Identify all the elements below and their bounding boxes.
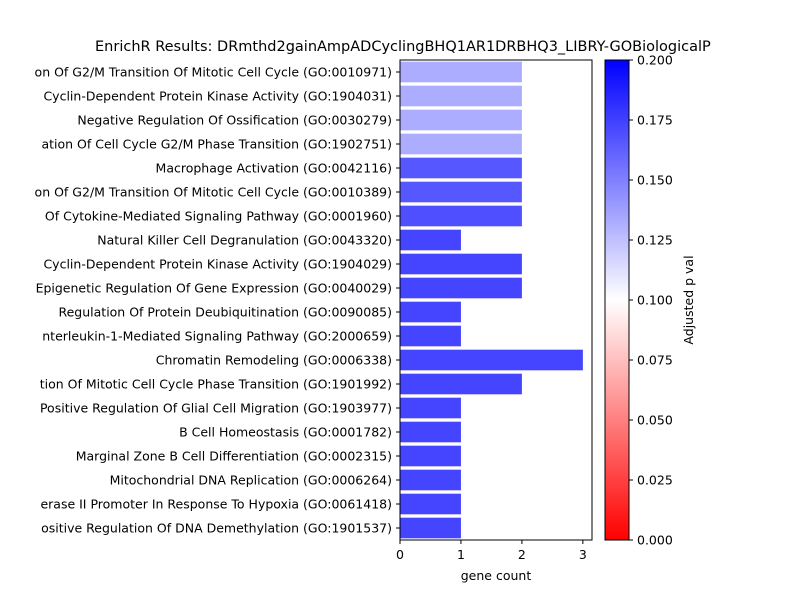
- category-label: Of Cytokine-Mediated Signaling Pathway (…: [45, 209, 392, 224]
- bar: [400, 109, 522, 131]
- category-label: Positive Regulation Of Glial Cell Migrat…: [40, 401, 392, 416]
- x-axis-label: gene count: [461, 568, 532, 583]
- bar: [400, 229, 461, 251]
- category-label: Macrophage Activation (GO:0042116): [156, 161, 392, 176]
- category-label: erase II Promoter In Response To Hypoxia…: [40, 497, 392, 512]
- bar: [400, 61, 522, 83]
- colorbar-ticks: 0.000 0.025 0.050 0.075 0.100 0.125 0.150 0.175…: [629, 53, 673, 548]
- bar: [400, 517, 461, 539]
- bar: [400, 205, 522, 227]
- category-label: Mitochondrial DNA Replication (GO:000626…: [110, 473, 392, 488]
- colorbar-tick-label: 0.125: [637, 233, 673, 248]
- colorbar-tick-label: 0.150: [637, 173, 673, 188]
- category-label: Natural Killer Cell Degranulation (GO:00…: [97, 233, 392, 248]
- x-tick-label: 3: [579, 547, 587, 562]
- category-label: Marginal Zone B Cell Differentiation (GO…: [76, 449, 392, 464]
- bar: [400, 253, 522, 275]
- bar-group: [400, 61, 583, 539]
- bar: [400, 445, 461, 467]
- colorbar-tick-label: 0.075: [637, 353, 673, 368]
- category-label: Cyclin-Dependent Protein Kinase Activity…: [43, 257, 392, 272]
- colorbar-tick-label: 0.175: [637, 113, 673, 128]
- colorbar: [604, 59, 630, 541]
- bar: [400, 349, 583, 371]
- category-label: tion Of Mitotic Cell Cycle Phase Transit…: [40, 377, 392, 392]
- category-label: Chromatin Remodeling (GO:0006338): [156, 353, 392, 368]
- bar: [400, 421, 461, 443]
- category-label: Negative Regulation Of Ossification (GO:…: [77, 113, 392, 128]
- colorbar-tick-label: 0.100: [637, 293, 673, 308]
- bar: [400, 493, 461, 515]
- colorbar-tick-label: 0.025: [637, 473, 673, 488]
- plot-frame: [399, 59, 593, 541]
- category-label: nterleukin-1-Mediated Signaling Pathway …: [42, 329, 392, 344]
- category-label: ation Of Cell Cycle G2/M Phase Transitio…: [41, 137, 392, 152]
- colorbar-tick-label: 0.200: [637, 53, 673, 68]
- bar: [400, 469, 461, 491]
- bar: [400, 85, 522, 107]
- bar: [400, 397, 461, 419]
- x-tick-label: 1: [457, 547, 465, 562]
- category-label: Regulation Of Protein Deubiquitination (…: [58, 305, 392, 320]
- x-tick-label: 0: [396, 547, 404, 562]
- chart-title: EnrichR Results: DRmthd2gainAmpADCycling…: [95, 39, 711, 55]
- colorbar-tick-label: 0.050: [637, 413, 673, 428]
- bar: [400, 181, 522, 203]
- category-label: ositive Regulation Of DNA Demethylation …: [41, 521, 392, 536]
- category-label: Epigenetic Regulation Of Gene Expression…: [36, 281, 392, 296]
- category-labels: on Of G2/M Transition Of Mitotic Cell Cy…: [35, 65, 400, 536]
- bar: [400, 373, 522, 395]
- colorbar-tick-label: 0.000: [637, 533, 673, 548]
- category-label: on Of G2/M Transition Of Mitotic Cell Cy…: [35, 185, 392, 200]
- bar: [400, 277, 522, 299]
- bar: [400, 301, 461, 323]
- category-label: B Cell Homeostasis (GO:0001782): [179, 425, 392, 440]
- category-label: Cyclin-Dependent Protein Kinase Activity…: [43, 89, 392, 104]
- category-label: on Of G2/M Transition Of Mitotic Cell Cy…: [35, 65, 392, 80]
- colorbar-label: Adjusted p val: [681, 255, 696, 344]
- x-tick-label: 2: [518, 547, 526, 562]
- bar: [400, 325, 461, 347]
- bar: [400, 133, 522, 155]
- bar: [400, 157, 522, 179]
- x-axis: 0 1 2 3: [396, 540, 587, 562]
